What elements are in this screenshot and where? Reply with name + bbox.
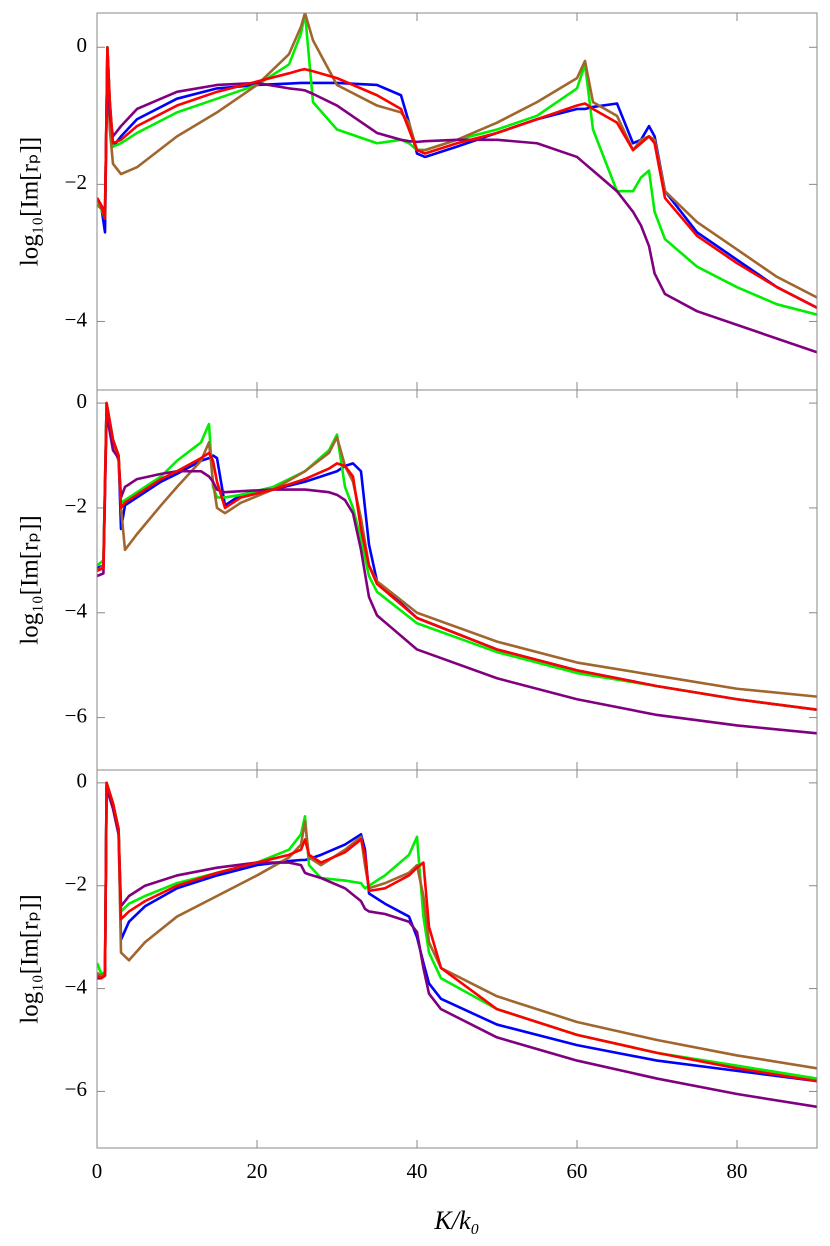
panel: −4 −2 0 log₁₀[Im[rₚ]] bbox=[17, 12, 818, 391]
y-axis-label: log₁₀[Im[rₚ]] bbox=[17, 515, 44, 644]
data-line bbox=[97, 781, 817, 1083]
y-tick-label: 0 bbox=[77, 33, 88, 57]
data-line bbox=[97, 781, 817, 1080]
y-tick-label: −4 bbox=[65, 974, 88, 998]
y-tick-label: −4 bbox=[65, 307, 88, 331]
data-line bbox=[97, 407, 817, 698]
data-line bbox=[97, 13, 817, 316]
x-tick-label: 80 bbox=[727, 1159, 748, 1183]
y-axis-label: log₁₀[Im[rₚ]] bbox=[17, 137, 44, 266]
plot-frame bbox=[96, 12, 818, 391]
x-tick-label: 0 bbox=[92, 1159, 103, 1183]
y-tick-label: −2 bbox=[65, 872, 87, 896]
y-tick-label: −2 bbox=[65, 170, 87, 194]
x-tick-label: 20 bbox=[247, 1159, 268, 1183]
plot-frame bbox=[96, 389, 818, 771]
panel: −6 −4 −2 0 log₁₀[Im[rₚ]] bbox=[17, 389, 818, 771]
data-line bbox=[97, 781, 817, 1083]
data-line bbox=[97, 52, 817, 354]
y-tick-label: 0 bbox=[77, 389, 88, 413]
data-line bbox=[97, 786, 817, 1070]
panel: −6 −4 −2 0 0 20 40 60 80 log₁₀[Im[rₚ]] K/k₀ bbox=[17, 769, 818, 1235]
data-line bbox=[97, 45, 817, 309]
plot-frame bbox=[96, 769, 818, 1149]
x-axis-label: K/k₀ bbox=[433, 1206, 479, 1235]
data-line bbox=[97, 401, 817, 712]
data-line bbox=[97, 786, 817, 1109]
y-tick-label: −6 bbox=[65, 1077, 87, 1101]
data-line bbox=[97, 13, 817, 299]
y-tick-label: −6 bbox=[65, 703, 87, 727]
x-tick-label: 40 bbox=[407, 1159, 428, 1183]
y-tick-label: −2 bbox=[65, 494, 87, 518]
y-tick-label: 0 bbox=[77, 769, 88, 793]
y-tick-label: −4 bbox=[65, 599, 88, 623]
y-axis-label: log₁₀[Im[rₚ]] bbox=[17, 894, 44, 1023]
x-tick-label: 60 bbox=[567, 1159, 588, 1183]
